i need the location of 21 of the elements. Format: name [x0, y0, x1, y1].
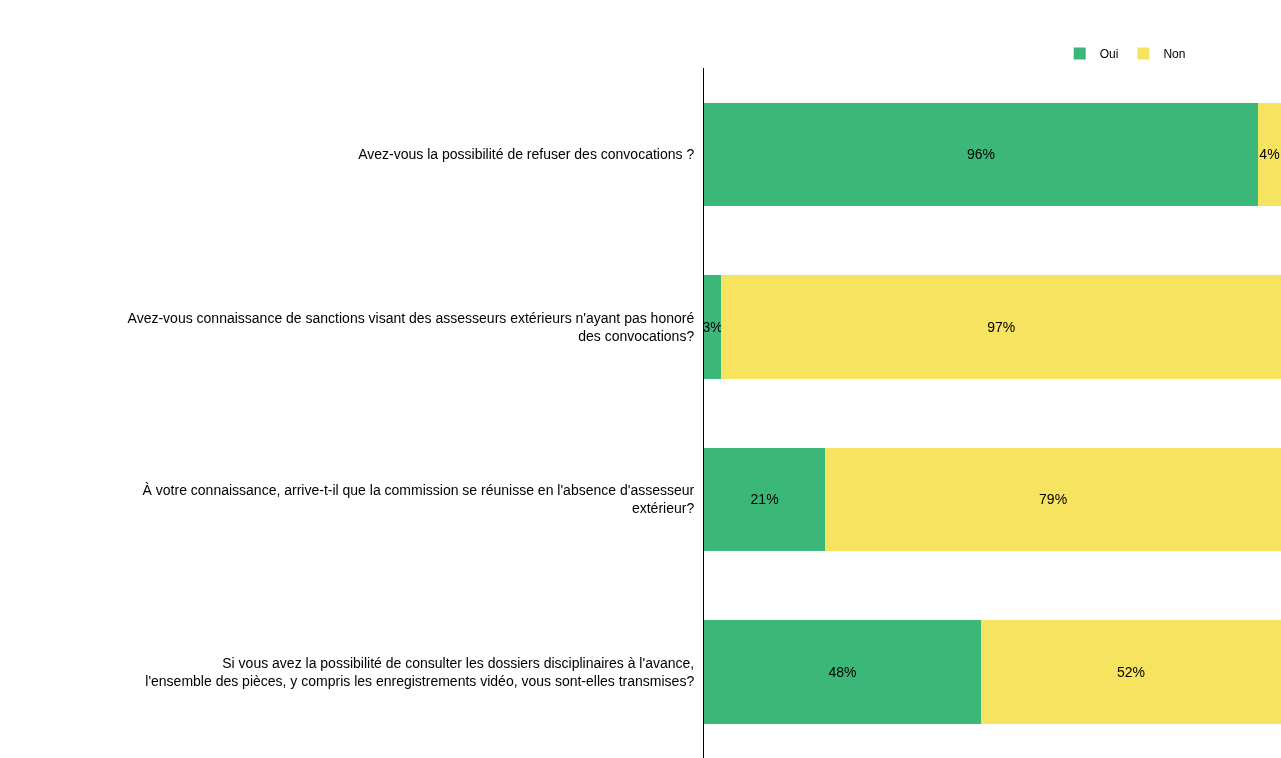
bar	[704, 620, 981, 724]
data-label: 4%	[1259, 146, 1280, 163]
bar	[704, 275, 722, 379]
data-label: 96%	[966, 146, 995, 163]
data-label: 79%	[1039, 491, 1068, 508]
y-tick-label: À votre connaissance, arrive-t-il que la commission se réunisse en l'absence d'assesseur extérieur?	[142, 482, 695, 517]
legend-label: Oui	[1099, 47, 1119, 62]
data-label: 21%	[750, 491, 779, 508]
y-tick-label: Avez-vous la possibilité de refuser des convocations ?	[358, 146, 695, 163]
y-tick-label: Si vous avez la possibilité de consulter les dossiers disciplinaires à l'avance, l'ensemble des pièces, y compris les enregistrements vidéo, vous sont-elles transmises?	[145, 654, 695, 689]
legend-label: Non	[1163, 47, 1186, 62]
data-label: 97%	[987, 318, 1016, 335]
data-label: 48%	[828, 663, 857, 680]
y-tick-label: Avez-vous connaissance de sanctions visant des assesseurs extérieurs n'ayant pas honoré des convocations?	[127, 309, 695, 344]
bar	[825, 447, 1281, 551]
bar	[704, 102, 1258, 206]
bar	[704, 447, 826, 551]
bar	[721, 275, 1281, 379]
bar	[980, 620, 1281, 724]
data-label: 52%	[1116, 663, 1145, 680]
bar	[1257, 102, 1281, 206]
